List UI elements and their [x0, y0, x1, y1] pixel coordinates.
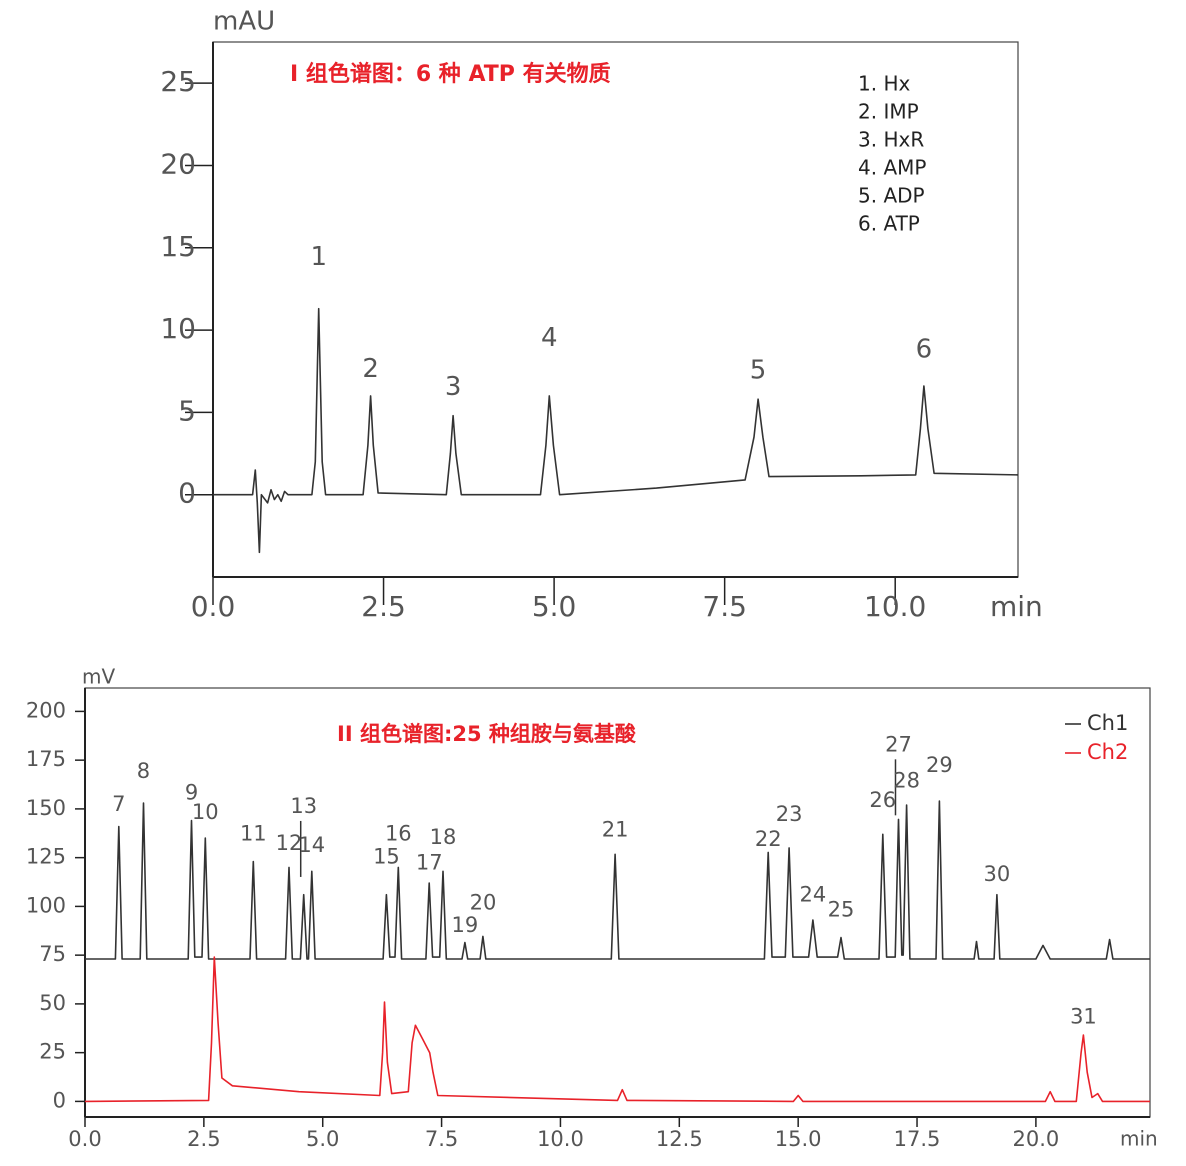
peak-label: 17 — [416, 851, 443, 875]
x-tick-label: 7.5 — [702, 590, 747, 623]
y-tick-label: 0 — [178, 477, 196, 510]
y-unit-label: mV — [82, 665, 115, 689]
x-tick-label: 2.5 — [361, 590, 406, 623]
peak-label: 1 — [310, 242, 327, 272]
x-unit-label: min — [990, 590, 1043, 623]
y-tick-label: 50 — [39, 991, 66, 1015]
y-tick-label: 25 — [39, 1040, 66, 1064]
x-tick-label: 0.0 — [68, 1127, 101, 1151]
peak-label: 9 — [185, 780, 198, 804]
legend-entry: 5. ADP — [858, 184, 925, 208]
y-tick-label: 5 — [178, 394, 196, 427]
peak-label: 26 — [869, 788, 896, 812]
peak-label: 11 — [240, 821, 267, 845]
peak-label: 28 — [893, 769, 920, 793]
legend-entry: 2. IMP — [858, 100, 919, 124]
x-tick-label: 20.0 — [1013, 1127, 1060, 1151]
y-tick-label: 15 — [160, 230, 196, 263]
y-tick-label: 100 — [26, 893, 66, 917]
trace — [85, 800, 1150, 960]
y-tick-label: 200 — [26, 698, 66, 722]
peak-label: 25 — [828, 897, 855, 921]
peak-label: 13 — [290, 794, 317, 818]
peak-label: 3 — [445, 372, 462, 402]
y-tick-label: 0 — [53, 1088, 66, 1112]
y-tick-label: 10 — [160, 312, 196, 345]
y-unit-label: mAU — [213, 7, 275, 37]
peak-label: 10 — [192, 800, 219, 824]
x-tick-label: 2.5 — [187, 1127, 220, 1151]
legend-label: Ch1 — [1087, 711, 1128, 735]
peak-label: 22 — [755, 827, 782, 851]
peak-label: 15 — [373, 845, 400, 869]
peak-label: 29 — [926, 753, 953, 777]
legend-entry: 3. HxR — [858, 128, 924, 152]
title: II 组色谱图:25 种组胺与氨基酸 — [337, 722, 637, 746]
peak-label: 7 — [112, 792, 125, 816]
peak-label: 27 — [885, 732, 912, 756]
y-tick-label: 150 — [26, 796, 66, 820]
x-tick-label: 15.0 — [775, 1127, 822, 1151]
peak-label: 4 — [541, 323, 558, 353]
peak-label: 14 — [298, 833, 325, 857]
legend-label: Ch2 — [1087, 740, 1128, 764]
y-tick-label: 20 — [160, 147, 196, 180]
x-tick-label: 10.0 — [864, 590, 926, 623]
x-tick-label: 10.0 — [537, 1127, 584, 1151]
trace — [84, 956, 1150, 1103]
title: I 组色谱图：6 种 ATP 有关物质 — [290, 61, 611, 87]
peak-label: 5 — [750, 356, 767, 386]
peak-label: 12 — [276, 831, 303, 855]
peak-label: 31 — [1070, 1005, 1097, 1029]
y-tick-label: 125 — [26, 845, 66, 869]
x-tick-label: 7.5 — [425, 1127, 458, 1151]
x-tick-label: 0.0 — [191, 590, 236, 623]
x-unit-label: min — [1120, 1127, 1158, 1151]
peak-label: 30 — [984, 862, 1011, 886]
y-tick-label: 175 — [26, 747, 66, 771]
peak-label: 6 — [916, 334, 933, 364]
y-tick-label: 75 — [39, 942, 66, 966]
x-tick-label: 5.0 — [306, 1127, 339, 1151]
peak-label: 20 — [470, 890, 497, 914]
legend-entry: 6. ATP — [858, 212, 920, 236]
peak-label: 23 — [776, 802, 803, 826]
trace — [213, 307, 1019, 554]
peak-label: 2 — [362, 354, 379, 384]
peak-label: 19 — [452, 913, 479, 937]
peak-label: 18 — [430, 825, 457, 849]
x-tick-label: 5.0 — [532, 590, 577, 623]
peak-label: 16 — [385, 821, 412, 845]
x-tick-label: 12.5 — [656, 1127, 703, 1151]
peak-label: 24 — [800, 882, 827, 906]
x-tick-label: 17.5 — [894, 1127, 941, 1151]
peak-label: 8 — [137, 759, 150, 783]
legend-entry: 4. AMP — [858, 156, 926, 180]
peak-label: 21 — [602, 817, 629, 841]
legend-entry: 1. Hx — [858, 72, 910, 96]
y-tick-label: 25 — [160, 65, 196, 98]
